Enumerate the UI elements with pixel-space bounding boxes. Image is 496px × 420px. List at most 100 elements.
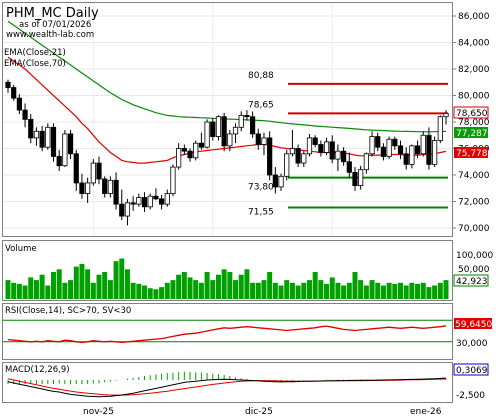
candle-down bbox=[403, 153, 409, 165]
date-label-nov: nov-25 bbox=[83, 407, 114, 417]
candle-down bbox=[16, 97, 22, 111]
candle-down bbox=[22, 109, 28, 120]
last-price-badge bbox=[453, 106, 489, 119]
candle-down bbox=[312, 137, 318, 145]
candle-up bbox=[124, 202, 131, 217]
volume-bar bbox=[358, 280, 364, 299]
volume-bar bbox=[159, 287, 165, 299]
candle-down bbox=[318, 144, 324, 153]
candle-up bbox=[170, 166, 176, 194]
candle-up bbox=[90, 162, 96, 184]
volume-bar bbox=[130, 282, 136, 299]
level-label: 73,80 bbox=[248, 183, 274, 193]
site-label: www.wealth-lab.com bbox=[6, 30, 94, 40]
candle-down bbox=[352, 171, 358, 187]
volume-bar bbox=[142, 285, 148, 299]
candle-down bbox=[341, 150, 347, 163]
rsi-last-badge bbox=[454, 318, 492, 329]
volume-bar bbox=[397, 282, 403, 299]
volume-tick-50000: 50,000 bbox=[458, 265, 490, 275]
ema21-label: EMA(Close,21) bbox=[4, 48, 66, 58]
candle-up bbox=[45, 126, 51, 148]
price-tick-label: 82,000 bbox=[458, 65, 490, 75]
ema70-value: 77,287 bbox=[456, 129, 488, 139]
candle-up bbox=[432, 140, 438, 165]
candle-up bbox=[164, 193, 170, 205]
volume-bar bbox=[68, 280, 74, 299]
candle-down bbox=[181, 148, 187, 152]
volume-bar bbox=[375, 282, 381, 299]
candle-down bbox=[426, 134, 432, 165]
candle-up bbox=[369, 136, 375, 155]
candle-up bbox=[323, 141, 330, 153]
volume-bar bbox=[16, 283, 22, 299]
candle-down bbox=[397, 145, 404, 155]
volume-bar bbox=[415, 283, 421, 299]
volume-bar bbox=[318, 280, 324, 299]
ema21-line bbox=[7, 56, 447, 164]
volume-bar bbox=[324, 283, 330, 299]
candle-up bbox=[420, 134, 426, 155]
candle-up bbox=[306, 137, 313, 155]
macd-last-value: 0,3069 bbox=[456, 366, 488, 376]
candle-down bbox=[56, 156, 62, 167]
volume-bar bbox=[261, 280, 267, 299]
volume-bar bbox=[11, 282, 17, 299]
volume-bar bbox=[96, 274, 102, 299]
price-axis: 86,00084,00082,00080,00078,00076,00074,0… bbox=[458, 12, 490, 234]
volume-bar bbox=[90, 282, 96, 299]
volume-label: Volume bbox=[5, 244, 37, 254]
volume-bar bbox=[250, 282, 256, 299]
volume-bar bbox=[113, 261, 119, 299]
candle-down bbox=[272, 174, 278, 188]
ema-lines bbox=[7, 20, 447, 164]
volume-bar bbox=[147, 288, 153, 299]
candle-up bbox=[62, 133, 68, 167]
last-price-value: 78,650 bbox=[456, 109, 488, 119]
candle-up bbox=[33, 130, 40, 139]
candle-down bbox=[119, 203, 125, 217]
candle-up bbox=[232, 126, 239, 135]
volume-bar bbox=[79, 263, 85, 299]
macd-line bbox=[7, 377, 447, 398]
volume-bar bbox=[329, 277, 335, 299]
candle-down bbox=[39, 130, 45, 148]
macd-last-badge bbox=[453, 363, 489, 376]
volume-bar bbox=[62, 282, 68, 299]
candle-down bbox=[249, 116, 256, 135]
volume-bar bbox=[426, 287, 432, 299]
volume-bar bbox=[341, 285, 347, 299]
candle-down bbox=[130, 202, 136, 205]
candle-down bbox=[255, 133, 261, 145]
candle-down bbox=[244, 114, 250, 118]
candle-down bbox=[187, 150, 193, 159]
ema70-line bbox=[7, 20, 447, 133]
grid-lines bbox=[3, 3, 456, 236]
candle-down bbox=[267, 137, 273, 176]
volume-bar bbox=[170, 280, 176, 299]
volume-bar bbox=[278, 285, 284, 299]
volume-last-value: 42,923 bbox=[456, 277, 488, 287]
rsi-label: RSI(Close,14), SC>70, SV<30 bbox=[5, 306, 131, 316]
rsi-panel[interactable] bbox=[2, 303, 453, 360]
volume-bar bbox=[295, 285, 301, 299]
as-of-date: as of 07/01/2026 bbox=[19, 20, 91, 30]
volume-bar bbox=[443, 280, 449, 299]
volume-bar bbox=[284, 280, 290, 299]
volume-bar bbox=[363, 285, 369, 299]
candle-down bbox=[79, 182, 85, 194]
volume-bar bbox=[119, 258, 125, 299]
volume-bar bbox=[437, 282, 443, 299]
volume-bar bbox=[306, 280, 312, 299]
volume-bar bbox=[198, 282, 204, 299]
candle-down bbox=[210, 121, 216, 137]
volume-bar bbox=[73, 266, 79, 299]
candle-down bbox=[158, 198, 165, 205]
candle-up bbox=[289, 148, 296, 155]
candle-up bbox=[409, 145, 415, 165]
volume-bar bbox=[181, 272, 187, 299]
support-resistance-levels: 80,88 78,65 73,80 71,55 bbox=[248, 71, 448, 217]
candle-down bbox=[346, 161, 352, 173]
volume-bar bbox=[369, 280, 375, 299]
